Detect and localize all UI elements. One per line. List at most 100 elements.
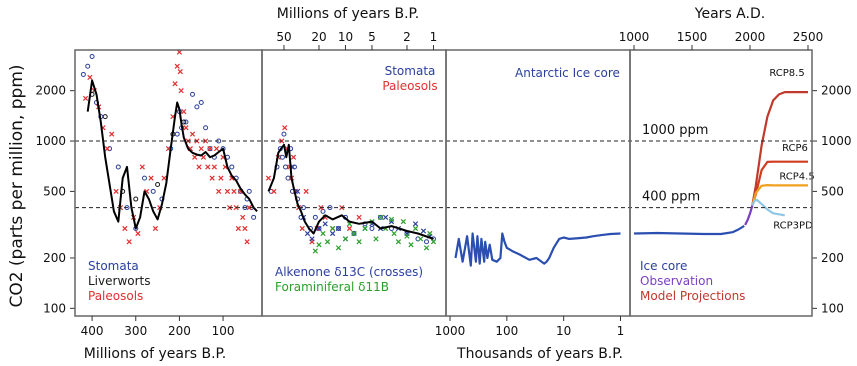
y-tick-label-left-1000: 1000 xyxy=(35,134,66,148)
legend-model-projections: Model Projections xyxy=(640,289,745,303)
point-foraminiferal-11b xyxy=(316,242,322,248)
line-rcp8-5 xyxy=(751,90,808,206)
point-stomata xyxy=(89,54,95,60)
point-alkenone-13c-crosses xyxy=(304,230,311,237)
point-stomata xyxy=(351,231,357,237)
point-stomata xyxy=(283,164,289,170)
series-paleosols xyxy=(82,49,252,245)
point-stomata xyxy=(377,214,383,220)
legend-observation: Observation xyxy=(640,274,713,288)
series-antarctic-ice-core xyxy=(454,232,621,267)
point-paleosols xyxy=(177,68,183,75)
point-paleosols xyxy=(271,188,277,195)
line-loess-fit xyxy=(267,143,434,240)
point-paleosols xyxy=(135,230,141,237)
y-tick-label-left-2000: 2000 xyxy=(35,84,66,98)
point-paleosols xyxy=(303,188,309,195)
y-tick-label-right-500: 500 xyxy=(821,184,844,198)
point-paleosols xyxy=(148,175,154,181)
x-axis-label-top-right: Years A.D. xyxy=(694,6,765,22)
point-liverworts xyxy=(155,181,161,187)
point-paleosols xyxy=(202,138,209,144)
y-axis-label: CO2 (parts per million, ppm) xyxy=(7,64,27,307)
point-paleosols xyxy=(218,175,224,181)
reference-lines: 1000 ppm 400 ppm xyxy=(75,123,812,209)
point-paleosols xyxy=(192,154,198,160)
point-stomata xyxy=(194,104,200,110)
point-paleosols xyxy=(139,164,145,170)
point-foraminiferal-11b xyxy=(351,230,357,237)
point-stomata xyxy=(229,164,235,170)
point-foraminiferal-11b xyxy=(356,239,362,245)
panel-years-a-d: RCP8.5 RCP6 RCP4.5 RCP3PD Ice coreObservatio… xyxy=(633,68,815,303)
series-ice-core xyxy=(633,224,745,236)
reference-line-label-1000: 1000 ppm xyxy=(642,123,708,138)
panel-frames: 400 300 200 100 50 20 10 5 2 1 1000 100 10 1 1000 1500 2… xyxy=(74,30,824,338)
point-alkenone-13c-crosses xyxy=(335,225,342,232)
point-foraminiferal-11b xyxy=(329,225,336,232)
point-stomata xyxy=(85,63,91,69)
point-alkenone-13c-crosses xyxy=(294,188,301,195)
point-stomata xyxy=(203,125,209,131)
point-foraminiferal-11b xyxy=(373,236,379,242)
x-tick-label-years-a-d-1000: 1000 xyxy=(619,30,650,44)
point-foraminiferal-11b xyxy=(408,242,414,248)
point-paleosols xyxy=(211,164,217,170)
point-stomata xyxy=(174,131,180,137)
point-paleosols xyxy=(235,225,241,232)
point-alkenone-13c-crosses xyxy=(420,228,427,234)
legend-alkenone-13c-crosses: Alkenone δ13C (crosses) xyxy=(275,265,423,279)
legend-paleosols: Paleosols xyxy=(88,289,143,303)
point-paleosols xyxy=(109,131,115,137)
point-paleosols xyxy=(205,164,211,170)
point-paleosols xyxy=(122,225,128,232)
legend-ice-core: Ice core xyxy=(640,259,687,273)
line-rcp4-5 xyxy=(751,184,808,206)
point-foraminiferal-11b xyxy=(377,214,384,220)
point-foraminiferal-11b xyxy=(391,230,397,237)
point-foraminiferal-11b xyxy=(404,233,410,239)
annotation-rcp4-5: RCP4.5 xyxy=(779,171,814,182)
annotation-rcp3pd: RCP3PD xyxy=(773,221,813,232)
point-stomata xyxy=(190,91,196,97)
point-paleosols xyxy=(231,188,237,195)
point-stomata xyxy=(369,226,375,232)
y-axis-right: 100 200 500 1000 2000 xyxy=(812,84,852,315)
x-tick-label-cenozoic-2: 2 xyxy=(403,30,411,44)
point-paleosols xyxy=(244,239,250,245)
point-foraminiferal-11b xyxy=(427,230,433,237)
x-tick-label-years-a-d-2500: 2500 xyxy=(793,30,824,44)
point-paleosols xyxy=(282,125,288,131)
x-tick-label-antarctic-ice-core-1: 1 xyxy=(617,324,625,338)
x-tick-label-antarctic-ice-core-10: 10 xyxy=(556,324,571,338)
x-tick-label-cenozoic-1: 1 xyxy=(430,30,438,44)
point-liverworts xyxy=(102,114,108,120)
point-paleosols xyxy=(346,225,353,232)
point-paleosols xyxy=(87,74,93,81)
point-stomata xyxy=(207,146,213,152)
point-foraminiferal-11b xyxy=(335,245,342,251)
x-tick-label-cenozoic-20: 20 xyxy=(311,30,326,44)
legend-stomata: Stomata xyxy=(88,259,139,273)
x-tick-label-phanerozoic-400: 400 xyxy=(81,324,104,338)
panel-antarctic-ice-core: Antarctic Ice core xyxy=(454,66,621,267)
point-paleosols xyxy=(126,239,132,245)
x-tick-label-phanerozoic-100: 100 xyxy=(212,324,235,338)
x-tick-label-antarctic-ice-core-100: 100 xyxy=(495,324,518,338)
point-paleosols xyxy=(183,125,189,131)
series-observation xyxy=(744,205,754,226)
point-paleosols xyxy=(213,146,220,152)
point-foraminiferal-11b xyxy=(412,225,419,232)
point-stomata xyxy=(279,154,285,160)
point-liverworts xyxy=(133,196,139,202)
x-tick-label-cenozoic-10: 10 xyxy=(338,30,353,44)
point-foraminiferal-11b xyxy=(342,236,349,242)
series-paleosols xyxy=(265,125,362,245)
point-stomata xyxy=(141,175,147,181)
point-foraminiferal-11b xyxy=(312,248,318,254)
x-tick-label-cenozoic-50: 50 xyxy=(276,30,291,44)
point-alkenone-13c-crosses xyxy=(309,236,315,242)
point-foraminiferal-11b xyxy=(417,236,424,242)
point-paleosols xyxy=(290,154,297,160)
point-paleosols xyxy=(189,131,196,137)
